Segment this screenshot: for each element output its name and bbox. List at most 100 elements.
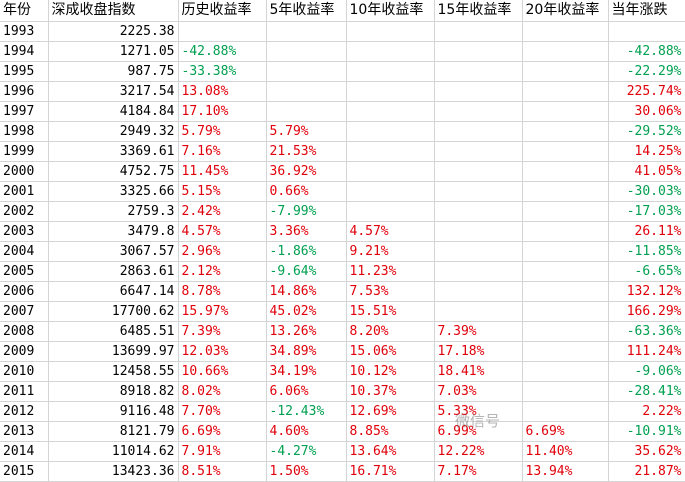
cell-return-15y	[434, 81, 523, 102]
cell-return-15y	[434, 181, 523, 202]
cell-index-close: 4752.75	[48, 161, 179, 182]
cell-index-close: 17700.62	[48, 301, 179, 322]
cell-hist-return: 7.39%	[178, 321, 267, 342]
cell-return-5y: 1.50%	[266, 461, 347, 482]
header-index: 深成收盘指数	[48, 0, 179, 22]
table-row: 1993 2225.38	[0, 21, 685, 42]
cell-return-20y	[522, 361, 609, 382]
table-row: 2004 3067.57 2.96% -1.86% 9.21% -11.85%	[0, 241, 685, 262]
cell-return-5y: 0.66%	[266, 181, 347, 202]
header-15y-return: 15年收益率	[434, 0, 523, 22]
cell-return-10y: 8.20%	[346, 321, 435, 342]
cell-hist-return: -42.88%	[178, 41, 267, 62]
cell-return-5y	[266, 21, 347, 42]
cell-hist-return: 8.78%	[178, 281, 267, 302]
cell-year: 2013	[0, 421, 49, 442]
cell-year: 1998	[0, 121, 49, 142]
cell-return-15y: 18.41%	[434, 361, 523, 382]
cell-return-15y	[434, 161, 523, 182]
cell-index-close: 9116.48	[48, 401, 179, 422]
table-row: 2013 8121.79 6.69% 4.60% 8.85% 6.99% 6.69% -10.…	[0, 421, 685, 442]
cell-hist-return: 12.03%	[178, 341, 267, 362]
cell-year: 2005	[0, 261, 49, 282]
cell-year: 2007	[0, 301, 49, 322]
cell-annual-change: -29.52%	[608, 121, 685, 142]
cell-return-15y: 7.17%	[434, 461, 523, 482]
cell-annual-change: -17.03%	[608, 201, 685, 222]
cell-hist-return: 17.10%	[178, 101, 267, 122]
cell-return-20y	[522, 301, 609, 322]
cell-return-20y: 13.94%	[522, 461, 609, 482]
cell-hist-return: -33.38%	[178, 61, 267, 82]
cell-index-close: 2225.38	[48, 21, 179, 42]
cell-return-5y: -1.86%	[266, 241, 347, 262]
cell-year: 2002	[0, 201, 49, 222]
cell-return-10y: 10.12%	[346, 361, 435, 382]
cell-year: 2011	[0, 381, 49, 402]
cell-year: 1993	[0, 21, 49, 42]
cell-annual-change: 225.74%	[608, 81, 685, 102]
cell-index-close: 6647.14	[48, 281, 179, 302]
cell-return-15y: 7.03%	[434, 381, 523, 402]
cell-return-10y	[346, 101, 435, 122]
cell-annual-change: 21.87%	[608, 461, 685, 482]
cell-return-10y: 7.53%	[346, 281, 435, 302]
cell-return-10y: 15.51%	[346, 301, 435, 322]
cell-hist-return: 2.96%	[178, 241, 267, 262]
cell-return-5y	[266, 101, 347, 122]
cell-return-15y	[434, 141, 523, 162]
cell-annual-change: -63.36%	[608, 321, 685, 342]
cell-year: 1997	[0, 101, 49, 122]
cell-index-close: 1271.05	[48, 41, 179, 62]
table-row: 2005 2863.61 2.12% -9.64% 11.23% -6.65%	[0, 261, 685, 282]
cell-hist-return: 2.12%	[178, 261, 267, 282]
cell-annual-change: 30.06%	[608, 101, 685, 122]
cell-annual-change: -30.03%	[608, 181, 685, 202]
cell-return-15y	[434, 261, 523, 282]
cell-hist-return: 10.66%	[178, 361, 267, 382]
cell-annual-change: -22.29%	[608, 61, 685, 82]
cell-return-10y: 15.06%	[346, 341, 435, 362]
cell-hist-return: 5.79%	[178, 121, 267, 142]
table-row: 1994 1271.05 -42.88% -42.88%	[0, 41, 685, 62]
cell-return-10y: 10.37%	[346, 381, 435, 402]
header-20y-return: 20年收益率	[522, 0, 609, 22]
cell-return-5y	[266, 61, 347, 82]
cell-return-20y	[522, 141, 609, 162]
cell-index-close: 2759.3	[48, 201, 179, 222]
cell-hist-return: 7.16%	[178, 141, 267, 162]
cell-index-close: 3369.61	[48, 141, 179, 162]
cell-return-20y	[522, 181, 609, 202]
cell-return-15y	[434, 301, 523, 322]
cell-year: 2010	[0, 361, 49, 382]
cell-return-10y	[346, 201, 435, 222]
cell-hist-return: 13.08%	[178, 81, 267, 102]
cell-return-15y: 7.39%	[434, 321, 523, 342]
cell-index-close: 13699.97	[48, 341, 179, 362]
cell-hist-return: 8.51%	[178, 461, 267, 482]
cell-return-20y	[522, 221, 609, 242]
cell-return-5y: 36.92%	[266, 161, 347, 182]
cell-annual-change	[608, 21, 685, 42]
cell-return-20y	[522, 101, 609, 122]
table-row: 2011 8918.82 8.02% 6.06% 10.37% 7.03% -28.41%	[0, 381, 685, 402]
cell-index-close: 8918.82	[48, 381, 179, 402]
cell-return-5y: -12.43%	[266, 401, 347, 422]
cell-annual-change: -6.65%	[608, 261, 685, 282]
cell-return-10y: 4.57%	[346, 221, 435, 242]
header-year: 年份	[0, 0, 49, 22]
cell-hist-return: 11.45%	[178, 161, 267, 182]
cell-hist-return: 8.02%	[178, 381, 267, 402]
cell-return-20y	[522, 321, 609, 342]
cell-year: 1995	[0, 61, 49, 82]
cell-year: 2015	[0, 461, 49, 482]
cell-year: 2008	[0, 321, 49, 342]
cell-return-20y	[522, 201, 609, 222]
cell-return-5y: 6.06%	[266, 381, 347, 402]
cell-return-15y	[434, 21, 523, 42]
cell-return-10y	[346, 141, 435, 162]
cell-annual-change: -10.91%	[608, 421, 685, 442]
cell-return-5y: 14.86%	[266, 281, 347, 302]
cell-return-5y: 5.79%	[266, 121, 347, 142]
